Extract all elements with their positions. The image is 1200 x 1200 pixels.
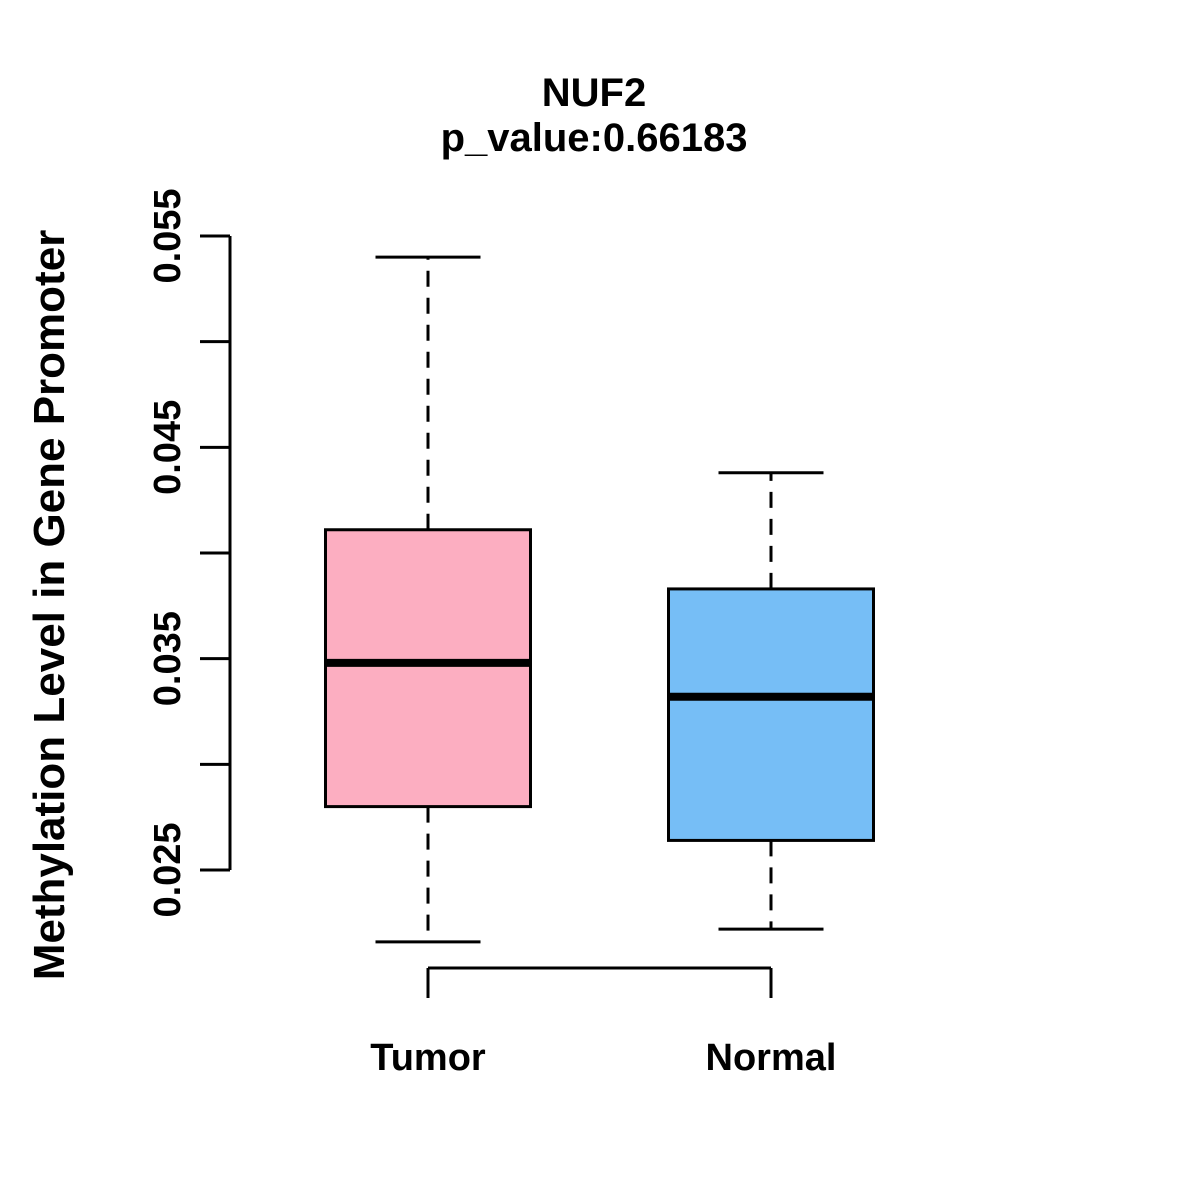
y-tick-label: 0.025 [147,822,189,917]
boxplot-series [324,255,875,944]
y-tick-label: 0.055 [147,188,189,283]
x-category-label-tumor: Tumor [370,1037,486,1079]
boxplot-group-tumor [324,255,532,944]
y-axis-title: Methylation Level in Gene Promoter [25,230,74,981]
chart-subtitle: p_value:0.66183 [441,116,748,160]
boxplot-group-normal [667,471,875,931]
y-axis: 0.025 0.035 0.045 0.055 [147,188,232,918]
chart-title: NUF2 [542,71,646,115]
iqr-box-normal [667,587,875,842]
y-tick-label: 0.045 [147,400,189,495]
x-axis: Tumor Normal [370,966,837,1079]
iqr-box-tumor [324,528,532,809]
x-category-label-normal: Normal [706,1037,837,1079]
y-tick-label: 0.035 [147,611,189,706]
